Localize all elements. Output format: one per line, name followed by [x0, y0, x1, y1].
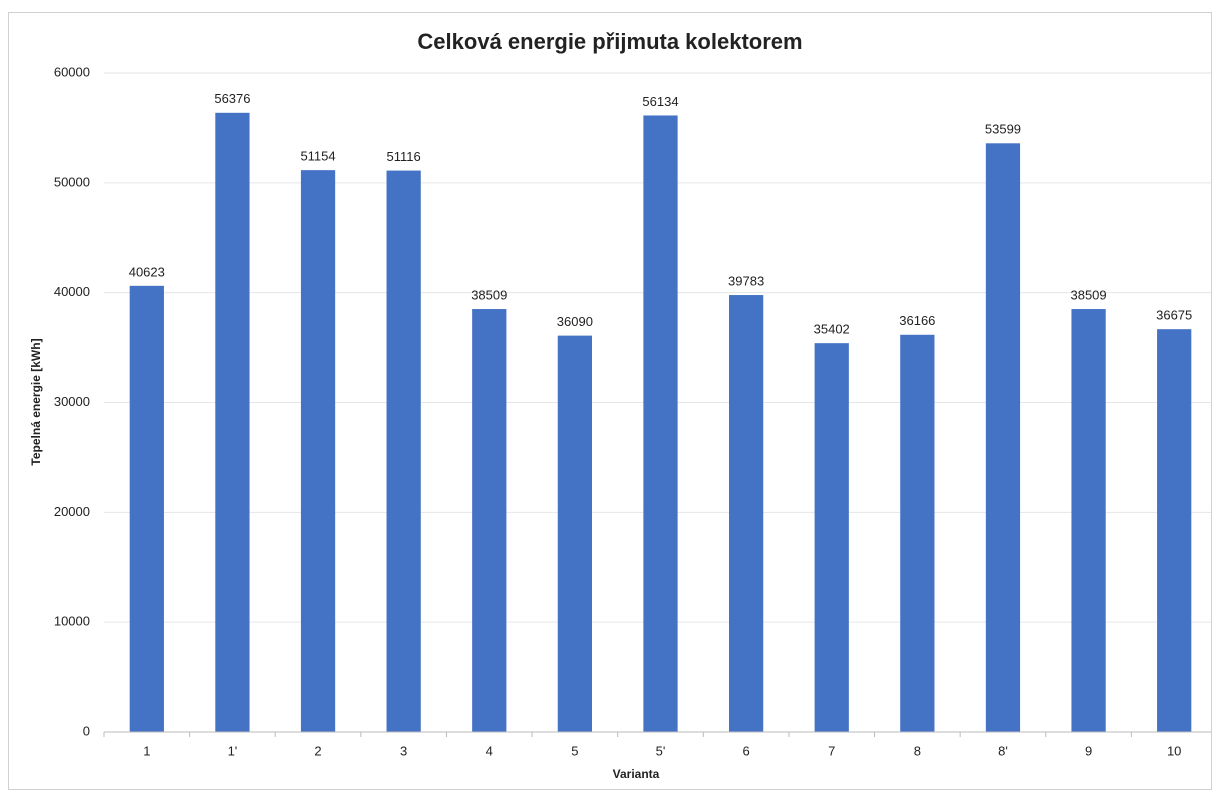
bar: [300, 170, 336, 732]
bar: [728, 295, 764, 732]
y-tick-label: 10000: [54, 614, 90, 629]
bar: [386, 170, 421, 732]
x-tick-label: 5': [656, 743, 666, 758]
bar: [557, 335, 593, 732]
y-tick-label: 20000: [54, 504, 90, 519]
bar: [472, 309, 507, 732]
data-label: 51154: [300, 149, 335, 164]
x-tick-label: 10: [1167, 743, 1181, 758]
data-label: 51116: [387, 149, 421, 164]
x-tick-label: 1': [228, 743, 238, 758]
data-label: 36090: [557, 314, 593, 329]
data-label: 53599: [985, 122, 1021, 137]
chart-title: Celková energie přijmuta kolektorem: [417, 29, 802, 54]
x-tick-label: 1: [143, 743, 150, 758]
y-axis-title: Tepelná energie [kWh]: [29, 338, 43, 465]
x-tick-label: 9: [1085, 743, 1092, 758]
data-label: 38509: [1070, 287, 1106, 302]
x-tick-label: 6: [742, 743, 749, 758]
bar: [215, 112, 250, 733]
data-label: 36166: [899, 313, 935, 328]
x-tick-label: 4: [486, 743, 493, 758]
data-label: 35402: [814, 322, 850, 337]
data-label: 56134: [642, 94, 678, 109]
x-tick-label: 8': [998, 743, 1008, 758]
x-tick-label: 5: [571, 743, 578, 758]
bar: [643, 115, 678, 733]
data-label: 36675: [1156, 308, 1192, 323]
x-tick-label: 8: [914, 743, 921, 758]
y-tick-label: 60000: [54, 64, 90, 79]
x-axis-title: Varianta: [613, 767, 660, 781]
bar: [814, 343, 849, 732]
y-tick-label: 30000: [54, 394, 90, 409]
data-label: 40623: [129, 264, 165, 279]
y-tick-label: 40000: [54, 284, 90, 299]
data-label: 56376: [214, 91, 250, 106]
x-tick-label: 2: [314, 743, 321, 758]
data-label: 38509: [471, 287, 507, 302]
data-label: 39783: [728, 273, 764, 288]
bar: [985, 143, 1021, 732]
x-tick-label: 3: [400, 743, 407, 758]
bar: [1157, 329, 1192, 732]
chart-frame: [8, 12, 1212, 790]
bar: [129, 285, 164, 732]
x-tick-label: 7: [828, 743, 835, 758]
bar: [900, 334, 935, 732]
y-tick-label: 0: [83, 723, 90, 738]
bar: [1071, 309, 1106, 732]
y-tick-label: 50000: [54, 174, 90, 189]
